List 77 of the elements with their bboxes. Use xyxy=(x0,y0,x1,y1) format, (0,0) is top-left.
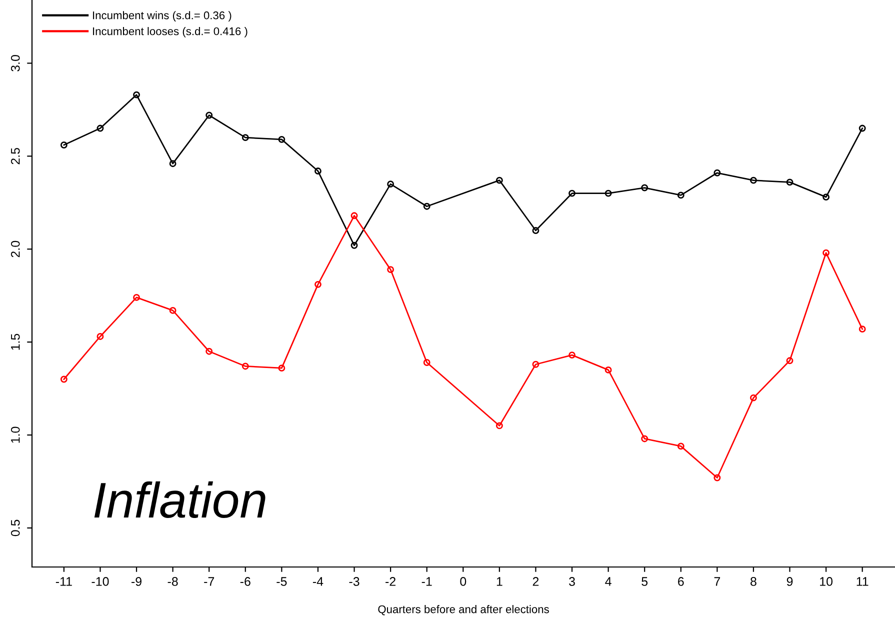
point xyxy=(714,474,721,482)
x-tick-label: -10 xyxy=(92,577,109,586)
x-tick-label: 8 xyxy=(750,577,756,586)
point xyxy=(242,362,249,370)
point xyxy=(568,352,576,359)
point xyxy=(96,333,104,340)
x-tick-label: 0 xyxy=(460,577,466,586)
point xyxy=(858,326,866,333)
point xyxy=(822,249,830,256)
point xyxy=(786,178,794,186)
point xyxy=(242,134,249,142)
point xyxy=(350,212,358,220)
point xyxy=(858,124,866,132)
point xyxy=(423,359,430,366)
y-tick-label: 1.0 xyxy=(10,426,20,443)
point xyxy=(677,442,684,450)
point xyxy=(750,394,757,402)
point xyxy=(169,160,176,168)
x-tick-label: 7 xyxy=(714,577,720,586)
point xyxy=(641,435,648,442)
point xyxy=(496,422,503,430)
point xyxy=(60,376,68,383)
point xyxy=(822,194,830,201)
y-tick-label: 0.5 xyxy=(10,520,20,536)
point xyxy=(96,124,104,132)
y-tick-label: 2.5 xyxy=(10,148,20,164)
legend-label: Incumbent wins (s.d.= 0.36 ) xyxy=(93,11,232,22)
x-tick-label: -3 xyxy=(349,577,360,586)
x-tick-label: 10 xyxy=(820,577,833,586)
x-tick-label: 9 xyxy=(786,577,793,586)
x-tick-label: 1 xyxy=(496,577,502,586)
x-tick-label: -7 xyxy=(204,577,214,586)
y-tick-label: 2.0 xyxy=(10,240,20,258)
x-tick-label: 4 xyxy=(605,577,612,586)
point xyxy=(641,184,648,192)
point xyxy=(133,91,140,98)
point xyxy=(133,294,140,301)
x-tick-label: -1 xyxy=(422,577,432,586)
x-tick-label: -5 xyxy=(276,577,287,586)
point xyxy=(278,136,286,143)
x-tick-label: -2 xyxy=(386,577,396,586)
x-tick-label: -6 xyxy=(240,577,250,586)
x-tick-label: 5 xyxy=(642,577,648,586)
x-tick-label: -11 xyxy=(56,577,72,586)
point xyxy=(496,176,503,184)
point xyxy=(278,364,286,372)
point xyxy=(169,306,176,314)
point xyxy=(60,142,68,148)
point xyxy=(423,202,430,210)
point xyxy=(387,180,394,188)
point xyxy=(750,176,757,184)
x-tick-label: -9 xyxy=(132,577,142,586)
point xyxy=(206,348,213,355)
point xyxy=(314,168,322,174)
point xyxy=(714,169,721,176)
x-tick-label: -8 xyxy=(168,577,178,586)
x-tick-label: -4 xyxy=(312,577,324,586)
x-tick-label: 6 xyxy=(678,577,684,586)
point xyxy=(532,360,540,368)
point xyxy=(786,357,794,364)
legend-label: Incumbent looses (s.d.= 0.416 ) xyxy=(93,27,248,38)
x-tick-label: 3 xyxy=(569,577,575,586)
x-tick-label: 11 xyxy=(856,577,868,586)
point xyxy=(532,227,540,234)
point xyxy=(677,192,684,199)
point xyxy=(206,112,213,119)
y-tick-label: 1.5 xyxy=(11,334,20,350)
point xyxy=(314,280,322,288)
point xyxy=(604,190,612,197)
annotation: Inflation xyxy=(94,481,266,518)
x-tick-label: 2 xyxy=(532,577,539,586)
point xyxy=(350,242,358,249)
point xyxy=(387,266,394,274)
x-axis-title: Quarters before and after elections xyxy=(378,605,549,616)
point xyxy=(568,190,576,197)
point xyxy=(604,366,612,374)
y-tick-label: 3.0 xyxy=(10,55,20,72)
